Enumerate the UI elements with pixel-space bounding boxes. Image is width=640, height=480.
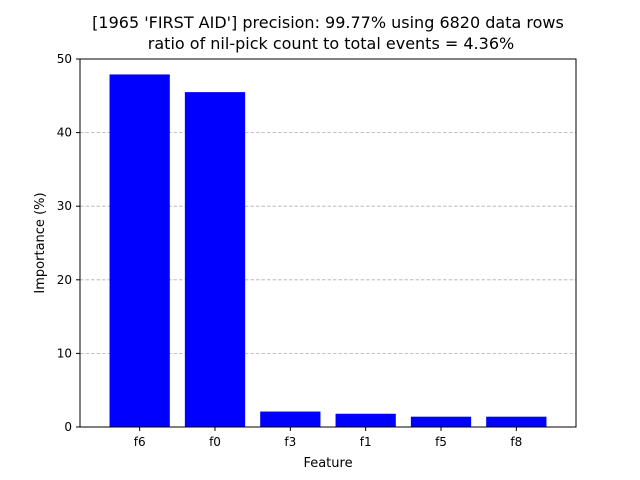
bar-f8 [486, 416, 547, 427]
bar-f0 [184, 92, 246, 428]
x-tick-label-f3: f3 [284, 435, 296, 449]
bar-f6 [109, 74, 170, 428]
x-tick-label-f8: f8 [510, 435, 522, 449]
x-tick-label-f6: f6 [134, 435, 146, 449]
y-tick-label: 10 [57, 346, 72, 360]
y-tick-label: 20 [57, 273, 72, 287]
y-tick-label: 30 [57, 199, 72, 213]
y-tick-label: 40 [57, 126, 72, 140]
x-axis-label: Feature [303, 456, 352, 471]
x-tick-label-f1: f1 [360, 435, 372, 449]
y-axis: 0 10 20 30 40 50 [57, 52, 80, 434]
y-tick-label: 0 [64, 420, 72, 434]
x-tick-label-f5: f5 [435, 435, 447, 449]
y-tick-label: 50 [57, 52, 72, 66]
y-axis-label: Importance (%) [33, 192, 48, 293]
plot-frame [79, 58, 577, 428]
chart-title-line1: [1965 'FIRST AID'] precision: 99.77% usi… [92, 13, 564, 32]
bar-f1 [335, 413, 396, 427]
x-axis: f6 f0 f3 f1 f5 f8 [134, 427, 522, 449]
bar-f3 [260, 411, 321, 427]
bar-f5 [410, 416, 472, 427]
x-tick-label-f0: f0 [209, 435, 221, 449]
chart-title-line2: ratio of nil-pick count to total events … [148, 34, 514, 53]
bars [109, 74, 547, 428]
